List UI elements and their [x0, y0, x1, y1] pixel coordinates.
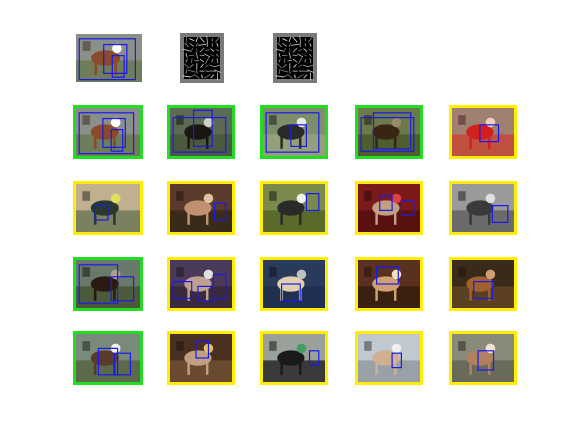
detection-thumbnail-horse-field	[355, 105, 423, 159]
detection-thumbnail-group-red	[355, 181, 423, 235]
detection-box	[376, 266, 399, 285]
detection-box	[265, 112, 320, 153]
detection-box	[110, 276, 135, 302]
detection-thumbnail-child-window	[355, 331, 423, 385]
detection-thumbnail-cyclist	[73, 181, 143, 235]
detection-box	[78, 38, 136, 81]
detection-thumbnail-horse-cart	[73, 257, 143, 311]
detection-box	[172, 117, 227, 153]
detection-thumbnail-trash-bin	[260, 331, 328, 385]
hog-template-parts	[273, 33, 317, 83]
detection-box	[491, 205, 509, 223]
detection-box	[97, 347, 119, 376]
detection-thumbnail-horse-arena	[260, 105, 328, 159]
detection-box	[391, 352, 402, 369]
hog-template-root	[180, 33, 224, 83]
detection-box	[477, 350, 495, 371]
detection-thumbnail-person-sitting-dog	[260, 257, 328, 311]
detection-thumbnail-indoor-people	[167, 331, 235, 385]
detection-box	[94, 205, 109, 221]
query-image	[76, 34, 142, 82]
detection-box	[308, 350, 320, 366]
detection-box	[305, 193, 320, 211]
detection-thumbnail-dark-horse-rider	[167, 105, 235, 159]
detection-box	[212, 273, 227, 299]
detection-box	[78, 112, 135, 155]
detection-thumbnail-woman-portrait	[355, 257, 423, 311]
detection-box	[479, 124, 500, 143]
detection-thumbnail-horse-carriage	[73, 331, 143, 385]
detection-box	[172, 281, 193, 299]
detection-box	[372, 112, 412, 150]
detection-box	[400, 200, 415, 216]
detection-box	[360, 117, 415, 152]
detection-box	[78, 264, 119, 304]
detection-thumbnail-two-people	[167, 181, 235, 235]
detection-box	[113, 352, 132, 376]
detection-box	[103, 43, 128, 74]
detection-box	[111, 55, 125, 78]
detection-thumbnail-brown-dog	[449, 257, 517, 311]
detection-box	[290, 124, 307, 147]
detection-thumbnail-horse-and-rider	[73, 105, 143, 159]
detection-thumbnail-person-red	[449, 105, 517, 159]
detection-thumbnail-dog-road	[449, 331, 517, 385]
detection-thumbnail-dog-grass	[260, 181, 328, 235]
detection-thumbnail-people-bw	[449, 181, 517, 235]
detection-box	[102, 117, 126, 148]
detection-box	[281, 283, 301, 302]
detection-box	[214, 202, 227, 221]
detection-box	[110, 129, 124, 152]
detection-box	[379, 195, 393, 211]
detection-thumbnail-person-dog	[167, 257, 235, 311]
detection-box	[473, 281, 493, 299]
detection-box	[192, 109, 213, 148]
detection-box	[195, 340, 210, 359]
